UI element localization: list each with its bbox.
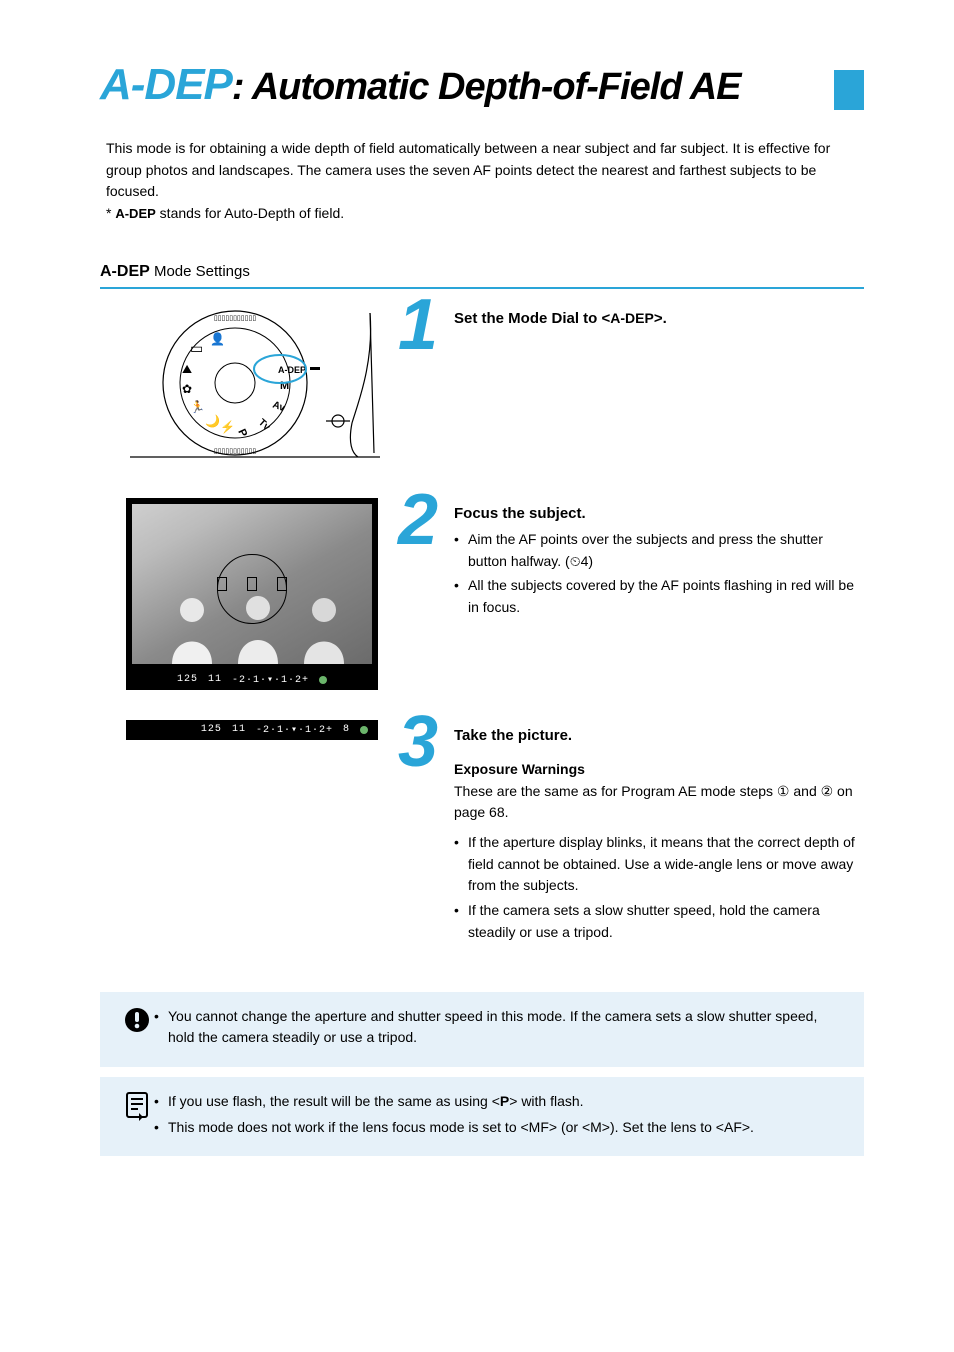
svg-text:🌙: 🌙 — [205, 414, 220, 428]
intro-block: This mode is for obtaining a wide depth … — [106, 138, 864, 225]
viewfinder-photo-figure: 125 11 -2·1·▾·1·2+ — [120, 498, 390, 690]
step-1-text: Set the Mode Dial to <A-DEP>. — [454, 303, 864, 334]
page-tab — [834, 70, 864, 110]
caution-icon — [120, 1006, 154, 1034]
info-item-2: This mode does not work if the lens focu… — [168, 1117, 844, 1139]
svg-text:▭: ▭ — [190, 340, 203, 356]
mode-title: A-DEP: Automatic Depth-of-Field AE — [100, 60, 741, 110]
svg-text:▯▯▯▯▯▯▯▯▯▯▯: ▯▯▯▯▯▯▯▯▯▯▯ — [214, 448, 257, 455]
section-heading: A-DEP Mode Settings — [100, 263, 864, 285]
caution-box: • You cannot change the aperture and shu… — [100, 992, 864, 1067]
title-suffix: : Automatic Depth-of-Field AE — [232, 66, 741, 108]
info-box: • If you use flash, the result will be t… — [100, 1077, 864, 1156]
svg-text:A-DEP: A-DEP — [278, 365, 306, 375]
adep-step-label: A-DEP — [610, 310, 654, 326]
step-number-1: 1 — [398, 297, 454, 355]
step-2-text: Focus the subject. • Aim the AF points o… — [454, 498, 864, 619]
warning-item-1: If the aperture display blinks, it means… — [468, 832, 864, 897]
svg-text:▯▯▯▯▯▯▯▯▯▯▯: ▯▯▯▯▯▯▯▯▯▯▯ — [214, 315, 257, 322]
adep-inline: A-DEP — [115, 206, 155, 221]
step-3-row: 125 11 -2·1·▾·1·2+ 8 3 Take the picture.… — [100, 720, 864, 944]
adep-label: A-DEP — [100, 60, 232, 109]
step-1-row: ▯▯▯▯▯▯▯▯▯▯▯ ▯▯▯▯▯▯▯▯▯▯▯ A-DEP M Av Tv P … — [100, 303, 864, 468]
svg-text:⛰: ⛰ — [182, 362, 192, 376]
svg-text:✿: ✿ — [182, 382, 192, 396]
photo-readout: 125 11 -2·1·▾·1·2+ — [126, 670, 378, 690]
section-heading-suffix: Mode Settings — [150, 263, 250, 280]
step-2-row: 125 11 -2·1·▾·1·2+ 2 Focus the subject. … — [100, 498, 864, 690]
mode-dial-figure: ▯▯▯▯▯▯▯▯▯▯▯ ▯▯▯▯▯▯▯▯▯▯▯ A-DEP M Av Tv P … — [120, 303, 390, 468]
step-number-2: 2 — [398, 492, 454, 550]
intro-footnote: * A-DEP stands for Auto-Depth of field. — [106, 203, 864, 225]
warning-item-2: If the camera sets a slow shutter speed,… — [468, 900, 864, 943]
exposure-warnings-note: These are the same as for Program AE mod… — [454, 781, 864, 824]
exposure-warnings-heading: Exposure Warnings — [454, 759, 864, 781]
svg-text:⚡: ⚡ — [220, 420, 235, 434]
step-number-3: 3 — [398, 714, 454, 772]
note-icon — [120, 1091, 154, 1123]
step-3-text: Take the picture. Exposure Warnings Thes… — [454, 720, 864, 944]
section-adep: A-DEP — [100, 263, 150, 280]
timer-icon: ⏲4 — [570, 553, 589, 569]
caution-item-1: You cannot change the aperture and shutt… — [168, 1006, 844, 1049]
viewfinder-strip-figure: 125 11 -2·1·▾·1·2+ 8 — [120, 720, 390, 740]
info-item-1: If you use flash, the result will be the… — [168, 1091, 844, 1113]
section-rule — [100, 287, 864, 289]
intro-paragraph: This mode is for obtaining a wide depth … — [106, 138, 864, 203]
page-title-row: A-DEP: Automatic Depth-of-Field AE — [100, 60, 864, 110]
svg-text:🏃: 🏃 — [190, 400, 205, 414]
svg-text:👤: 👤 — [210, 332, 225, 346]
